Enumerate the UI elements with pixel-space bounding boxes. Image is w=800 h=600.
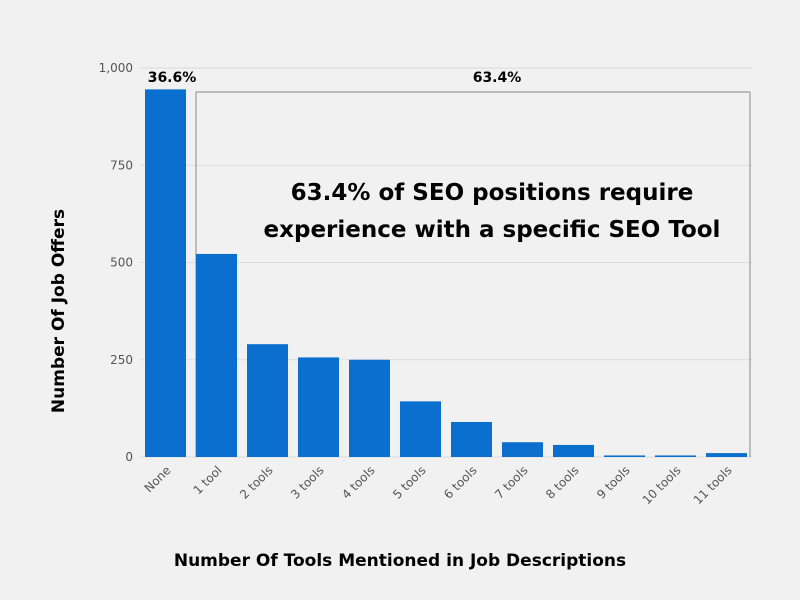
none-percentage-label: 36.6% (148, 70, 197, 86)
x-axis-category-labels: None 1 tool 2 tools 3 tools 4 tools 5 tools 6 … (142, 463, 735, 507)
x-category-label: 1 tool (191, 463, 225, 497)
bar (298, 357, 339, 457)
x-category-label: 3 tools (288, 463, 326, 501)
bar (196, 253, 237, 457)
bar (502, 442, 543, 457)
y-tick-label: 0 (125, 450, 133, 464)
x-axis-title: Number Of Tools Mentioned in Job Descrip… (174, 551, 626, 571)
x-category-label: 8 tools (543, 463, 581, 501)
bar (655, 455, 696, 457)
bar (400, 401, 441, 457)
x-category-label: 9 tools (594, 463, 632, 501)
y-tick-label: 1,000 (99, 61, 133, 75)
y-tick-label: 500 (110, 256, 133, 270)
callout-line-2: experience with a specific SEO Tool (264, 217, 721, 243)
y-axis-ticks: 0 250 500 750 1,000 (99, 61, 133, 464)
bar (451, 421, 492, 457)
x-category-label: 6 tools (441, 463, 479, 501)
tools-percentage-label: 63.4% (473, 70, 522, 86)
bar (145, 89, 186, 458)
x-category-label: 10 tools (640, 463, 684, 507)
bar (349, 359, 390, 457)
bar (553, 444, 594, 457)
x-category-label: 2 tools (237, 463, 275, 501)
bar (706, 453, 747, 457)
x-category-label: None (142, 463, 174, 495)
callout-line-1: 63.4% of SEO positions require (291, 180, 694, 206)
y-tick-label: 250 (110, 353, 133, 367)
bar (247, 344, 288, 457)
gridlines (140, 67, 752, 458)
x-category-label: 4 tools (339, 463, 377, 501)
y-axis-title: Number Of Job Offers (49, 209, 69, 413)
x-category-label: 5 tools (390, 463, 428, 501)
x-category-label: 11 tools (691, 463, 735, 507)
bars (145, 89, 747, 458)
bar (604, 455, 645, 457)
y-tick-label: 750 (110, 158, 133, 172)
x-category-label: 7 tools (492, 463, 530, 501)
